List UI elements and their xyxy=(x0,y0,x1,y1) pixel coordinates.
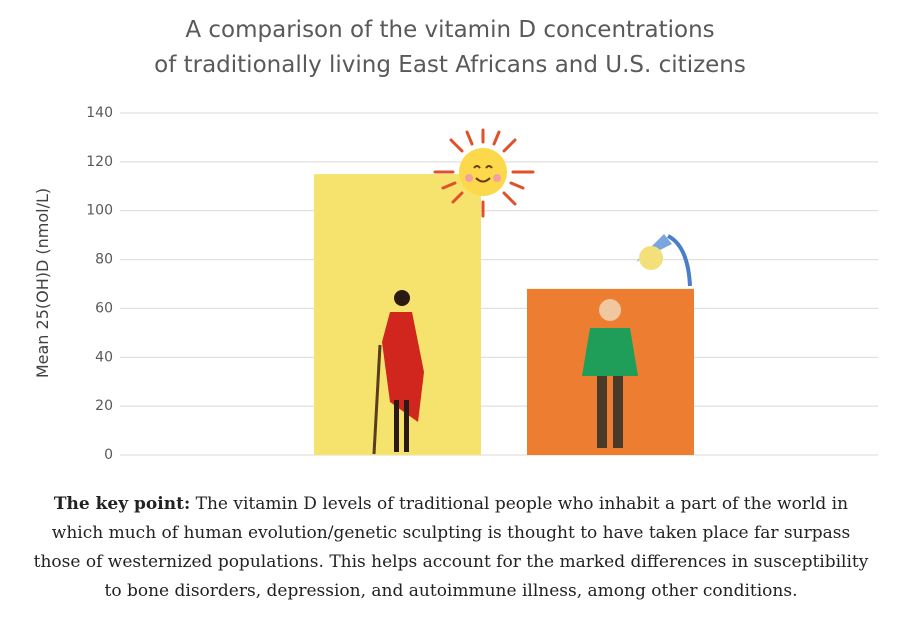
y-tick-label: 60 xyxy=(95,300,113,316)
y-tick-label: 140 xyxy=(86,105,113,121)
y-tick-label: 0 xyxy=(104,447,113,463)
y-tick-label: 100 xyxy=(86,203,113,219)
y-axis-label: Mean 25(OH)D (nmol/L) xyxy=(33,188,52,378)
sun-illustration xyxy=(433,128,535,218)
caption-text: The vitamin D levels of traditional peop… xyxy=(33,494,869,601)
y-tick-label: 40 xyxy=(95,349,113,365)
citizen-illustration xyxy=(582,299,638,448)
chart: 0 20 40 60 80 100 120 140 A comparison of the v… xyxy=(33,17,878,463)
caption: The key point: The vitamin D levels of t… xyxy=(30,490,872,606)
man-illustration xyxy=(372,290,424,455)
chart-title: A comparison of the vitamin D concentrat… xyxy=(154,17,746,78)
lamp-illustration xyxy=(636,234,692,287)
y-tick-label: 20 xyxy=(95,398,113,414)
caption-lead: The key point: xyxy=(53,494,191,514)
y-tick-label: 80 xyxy=(95,252,113,268)
y-tick-label: 120 xyxy=(86,154,113,170)
